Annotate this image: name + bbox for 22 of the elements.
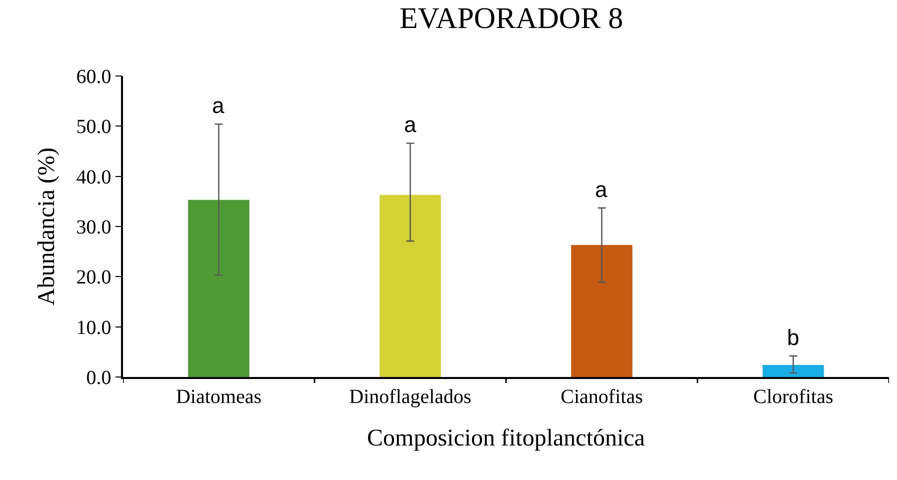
y-tick-label: 0.0 — [86, 367, 112, 389]
bar — [571, 245, 632, 377]
y-tick-label: 40.0 — [76, 166, 112, 188]
annotation: a — [212, 93, 225, 118]
annotation: a — [595, 177, 608, 202]
y-tick-label: 50.0 — [76, 116, 112, 138]
bar — [762, 364, 824, 377]
y-tick-label: 20.0 — [76, 266, 112, 289]
x-axis-title: Composicion fitoplanctónica — [367, 426, 646, 452]
y-tick-label: 30.0 — [76, 216, 112, 238]
y-tick-label: 10.0 — [76, 316, 112, 339]
x-tick-label: Cianofitas — [560, 386, 644, 408]
x-tick-label: Dinoflagelados — [349, 386, 472, 408]
bar — [188, 200, 250, 377]
y-tick-label: 60.0 — [76, 66, 112, 88]
x-tick-label: Clorofitas — [753, 386, 834, 408]
annotation: a — [404, 112, 417, 137]
y-axis-title: Abundancia (%) — [34, 148, 60, 306]
x-tick-label: Diatomeas — [176, 386, 262, 408]
annotation: b — [787, 325, 800, 350]
chart-title: EVAPORADOR 8 — [399, 2, 624, 36]
bar — [380, 194, 441, 377]
